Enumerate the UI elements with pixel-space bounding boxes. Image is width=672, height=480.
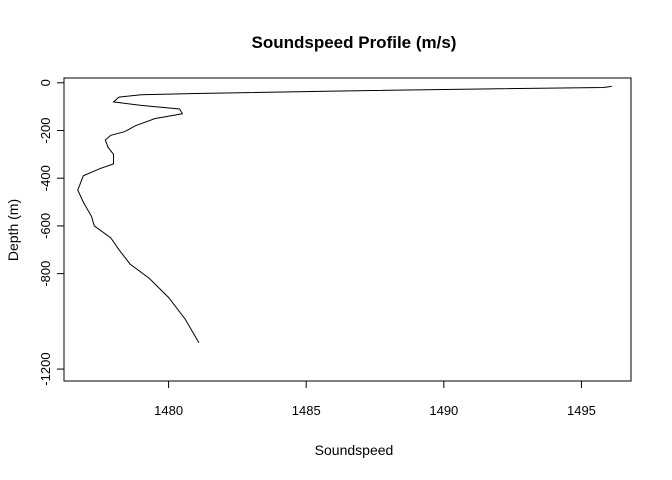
y-tick-label: 0 [38,79,53,86]
chart-title: Soundspeed Profile (m/s) [252,33,457,52]
x-axis-label: Soundspeed [315,442,394,458]
x-axis: 1480 1485 1490 1495 [154,380,596,418]
y-tick-label: -600 [38,213,53,239]
y-axis-label: Depth (m) [5,199,21,261]
x-tick-label: 1480 [154,403,183,418]
y-axis: 0 -200 -400 -600 -800 -1200 [38,79,65,386]
x-tick-label: 1490 [429,403,458,418]
x-tick-label: 1495 [567,403,596,418]
soundspeed-profile-line [77,85,612,344]
y-tick-label: -400 [38,165,53,191]
y-tick-label: -1200 [38,352,53,385]
plot-area-frame [63,77,632,382]
x-tick-label: 1485 [292,403,321,418]
y-tick-label: -200 [38,117,53,143]
y-tick-label: -800 [38,261,53,287]
